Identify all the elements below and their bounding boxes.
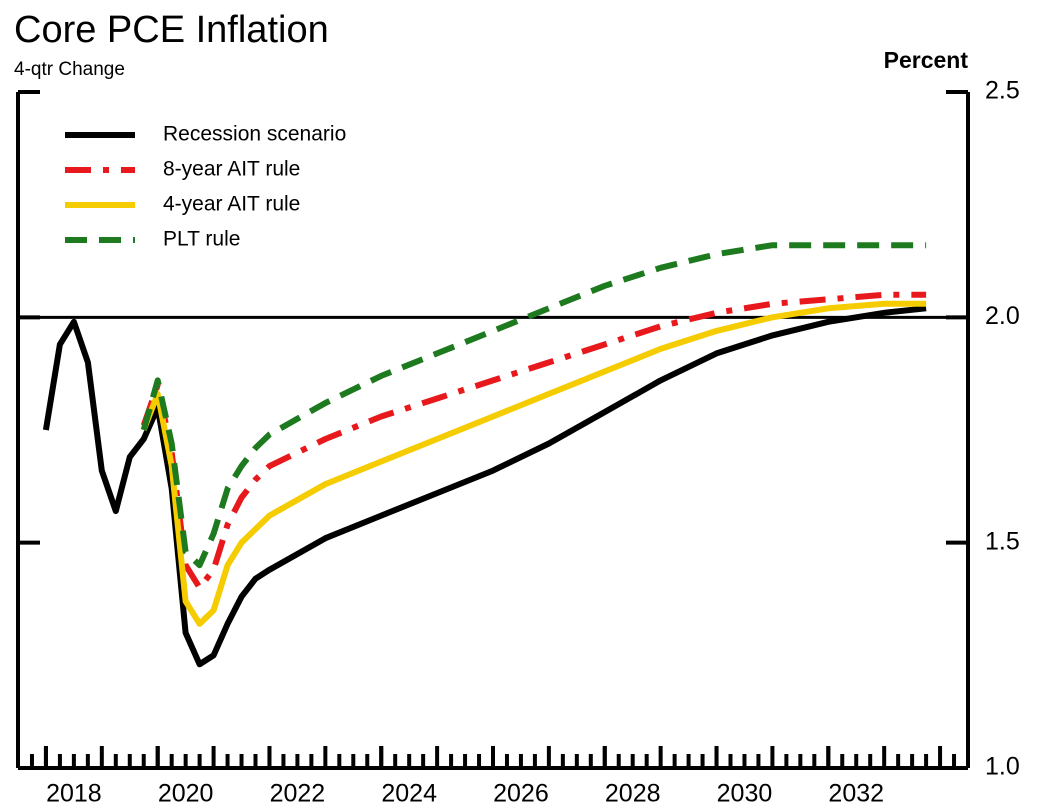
chart-title: Core PCE Inflation <box>14 9 329 51</box>
chart-subtitle: 4-qtr Change <box>14 59 125 80</box>
legend-label: PLT rule <box>163 228 240 251</box>
legend-label: 8-year AIT rule <box>163 158 300 181</box>
x-tick-label: 2030 <box>717 780 773 808</box>
y-tick-label: 2.5 <box>985 77 1020 105</box>
legend-label: Recession scenario <box>163 123 346 146</box>
x-tick-label: 2024 <box>381 780 437 808</box>
y-axis-label: Percent <box>884 47 969 73</box>
series-line <box>42 305 927 668</box>
series-line <box>140 291 927 591</box>
y-tick-label: 1.5 <box>985 527 1020 555</box>
x-tick-label: 2022 <box>270 780 326 808</box>
series-line <box>140 242 927 569</box>
x-tick-label: 2020 <box>158 780 214 808</box>
x-tick-label: 2026 <box>493 780 549 808</box>
x-tick-label: 2028 <box>605 780 661 808</box>
x-tick-label: 2018 <box>46 780 102 808</box>
series-line <box>140 300 927 627</box>
y-tick-label: 1.0 <box>985 753 1020 781</box>
x-tick-label: 2032 <box>828 780 884 808</box>
y-tick-label: 2.0 <box>985 302 1020 330</box>
legend-label: 4-year AIT rule <box>163 193 300 216</box>
